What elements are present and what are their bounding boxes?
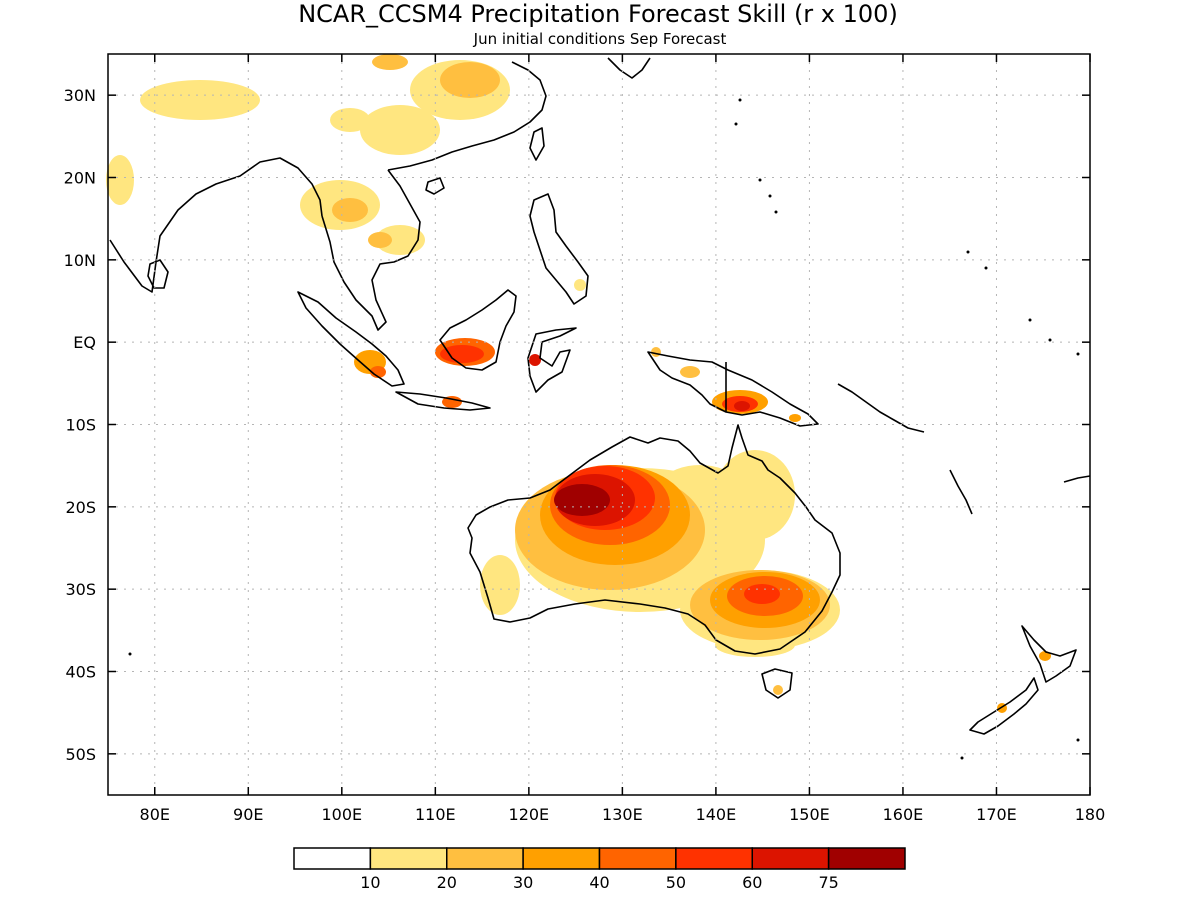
vanuatu-coastline [949, 469, 973, 515]
skill-contour-patch [529, 354, 541, 366]
skill-contour-patch [106, 155, 134, 205]
skill-contour-patch [480, 555, 520, 615]
y-tick-label: 30N [64, 86, 96, 105]
skill-contour-patch [554, 484, 610, 516]
map-subtitle: Jun initial conditions Sep Forecast [473, 30, 727, 48]
y-tick-label: 20N [64, 169, 96, 188]
tasmania-coastline [761, 668, 793, 699]
islet [738, 98, 742, 102]
colorbar-swatch [827, 847, 906, 870]
y-tick-label: 20S [65, 498, 96, 517]
japan-coastline [607, 57, 651, 79]
fiji-coastline [1063, 475, 1091, 483]
skill-contour-patch [773, 685, 783, 695]
asia-mainland-coastline [109, 61, 547, 293]
skill-contour-patch [440, 62, 500, 98]
sumatra-coastline [297, 291, 405, 387]
skill-contour-patch [1039, 651, 1051, 661]
x-tick-label: 150E [789, 805, 830, 824]
islet [734, 122, 738, 126]
x-tick-label: 100E [321, 805, 362, 824]
solomon-islands-coastline [837, 383, 925, 433]
islet [1076, 738, 1080, 742]
y-tick-label: 40S [65, 663, 96, 682]
skill-contour-patch [651, 347, 661, 357]
colorbar-label: 10 [360, 873, 380, 892]
y-tick-label: 30S [65, 580, 96, 599]
islet [960, 756, 964, 760]
map-axes: 80E 90E 100E 110E 120E 130E 140E 150E 160E 170E 18… [64, 54, 1106, 824]
islet [758, 178, 762, 182]
x-tick-label: 120E [509, 805, 550, 824]
islet [774, 210, 778, 214]
x-tick-label: 80E [140, 805, 170, 824]
colorbar-swatch [369, 847, 448, 870]
colorbar-label: 30 [513, 873, 533, 892]
philippines-coastline [529, 193, 589, 305]
colorbar: 10 20 30 40 50 60 75 [293, 847, 906, 892]
skill-contour-patch [715, 450, 795, 540]
skill-contour-patch [734, 401, 750, 411]
map-title: NCAR_CCSM4 Precipitation Forecast Skill … [298, 0, 898, 28]
skill-contour-patch [789, 414, 801, 422]
colorbar-label: 20 [437, 873, 457, 892]
colorbar-swatch [293, 847, 372, 870]
islet [984, 266, 988, 270]
skill-contour-patch [360, 105, 440, 155]
x-tick-label: 140E [696, 805, 737, 824]
sulawesi-coastline [527, 327, 577, 393]
y-tick-label: 10S [65, 416, 96, 435]
x-tick-label: 170E [976, 805, 1017, 824]
skill-contour-patch [330, 108, 370, 132]
skill-contour-patch [680, 366, 700, 378]
x-tick-label: 130E [602, 805, 643, 824]
new-zealand-south-coastline [969, 677, 1039, 735]
skill-contour-patch [368, 232, 392, 248]
islet [768, 194, 772, 198]
islet [966, 250, 970, 254]
skill-contour-patch [370, 366, 386, 378]
taiwan-coastline [529, 127, 545, 161]
x-tick-label: 160E [883, 805, 924, 824]
australia-coastline [467, 424, 841, 655]
colorbar-label: 75 [818, 873, 838, 892]
colorbar-swatch [598, 847, 677, 870]
graticule [108, 54, 1090, 795]
java-coastline [395, 391, 491, 411]
skill-contour-patch [744, 584, 780, 604]
new-guinea-coastline [647, 351, 819, 427]
indochina-coastline [321, 169, 421, 331]
colorbar-label: 40 [589, 873, 609, 892]
skill-contour-patch [372, 54, 408, 70]
colorbar-swatch [675, 847, 753, 870]
islet [1076, 352, 1080, 356]
colorbar-swatch [522, 847, 601, 870]
skill-shading-layer [106, 54, 1051, 713]
x-tick-label: 180 [1075, 805, 1106, 824]
borneo-coastline [439, 289, 517, 371]
x-tick-label: 110E [415, 805, 456, 824]
y-tick-label: EQ [73, 333, 96, 352]
y-tick-label: 50S [65, 745, 96, 764]
coastline-layer [109, 57, 1091, 760]
skill-contour-patch [440, 345, 484, 363]
y-tick-label: 10N [64, 251, 96, 270]
colorbar-label: 50 [666, 873, 686, 892]
islet [1048, 338, 1052, 342]
x-tick-label: 90E [233, 805, 263, 824]
new-zealand-north-coastline [1021, 625, 1077, 683]
sri-lanka-coastline [147, 259, 169, 289]
colorbar-swatch [751, 847, 830, 870]
colorbar-label: 60 [742, 873, 762, 892]
hainan-coastline [425, 177, 445, 195]
skill-contour-patch [574, 279, 586, 291]
islet [128, 652, 132, 656]
skill-contour-patch [332, 198, 368, 222]
islet [1028, 318, 1032, 322]
colorbar-swatch [446, 847, 524, 870]
skill-contour-patch [140, 80, 260, 120]
